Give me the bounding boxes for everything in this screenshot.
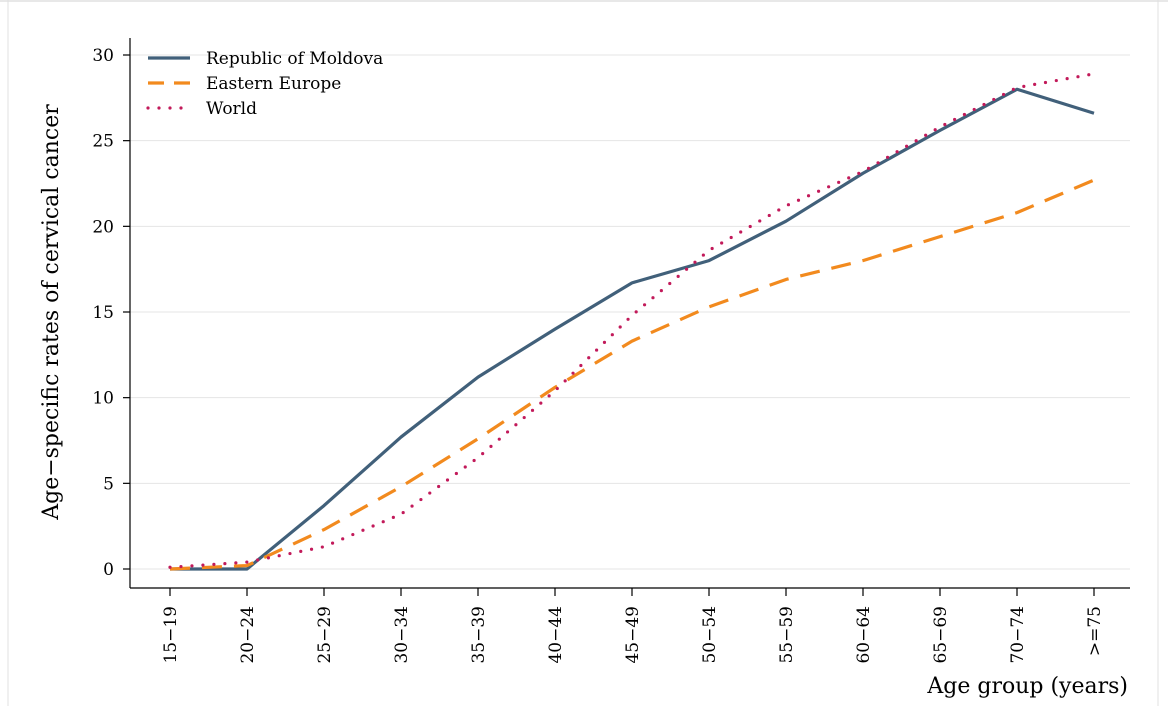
x-tick-label: 35−39: [469, 606, 489, 664]
x-tick-label: 55−59: [777, 606, 797, 664]
x-axis-label: Age group (years): [926, 674, 1128, 699]
y-tick-label: 20: [92, 217, 114, 237]
legend: Republic of Moldova Eastern Europe World: [146, 49, 383, 119]
gridlines: [130, 54, 1130, 570]
x-tick-label: 15−19: [161, 606, 181, 664]
y-tick-label: 0: [103, 560, 114, 580]
series-line-republic-of-moldova: [170, 87, 1095, 571]
x-tick-label: 60−64: [854, 606, 874, 664]
legend-label: Republic of Moldova: [206, 49, 383, 69]
y-tick-label: 25: [92, 132, 114, 152]
series-line-world: [168, 72, 1096, 569]
y-tick-label: 15: [92, 303, 114, 323]
x-tick-label: 45−49: [623, 606, 643, 664]
y-axis-label: Age−specific rates of cervical cancer: [39, 104, 64, 521]
x-tick-label: 50−54: [700, 606, 720, 664]
x-tick-label: 25−29: [315, 606, 335, 664]
x-tick-label: 20−24: [238, 606, 258, 664]
x-tick-label: 70−74: [1008, 606, 1028, 664]
y-tick-label: 5: [103, 474, 114, 494]
x-tick-label: 65−69: [931, 606, 951, 664]
legend-label: World: [206, 99, 257, 119]
legend-label: Eastern Europe: [206, 74, 341, 94]
x-tick-label: 30−34: [392, 606, 412, 664]
series-line-eastern-europe: [169, 178, 1095, 571]
axes: 0 5 10 15 20 25 30 15−19 20−24 25−29 30−34 35−39 40−…: [92, 38, 1130, 664]
series-lines: [168, 72, 1096, 571]
x-tick-label: >=75: [1085, 606, 1105, 656]
x-tick-label: 40−44: [546, 606, 566, 664]
y-tick-label: 10: [92, 389, 114, 409]
y-tick-label: 30: [92, 46, 114, 66]
